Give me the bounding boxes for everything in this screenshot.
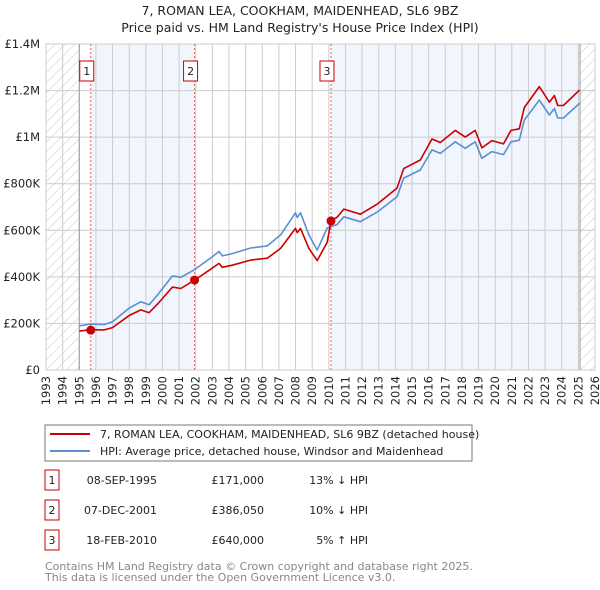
x-tick-label: 2011 <box>338 376 352 405</box>
x-tick-label: 2018 <box>455 376 469 405</box>
x-tick-label: 2017 <box>438 376 452 405</box>
legend-label-hpi: HPI: Average price, detached house, Wind… <box>100 445 443 458</box>
legend <box>44 424 473 462</box>
x-tick-label: 2005 <box>239 376 253 405</box>
legend-label-property: 7, ROMAN LEA, COOKHAM, MAIDENHEAD, SL6 9… <box>100 428 479 441</box>
sale-point <box>190 275 200 285</box>
x-tick-label: 1995 <box>72 376 86 405</box>
chart-title: 7, ROMAN LEA, COOKHAM, MAIDENHEAD, SL6 9… <box>142 3 459 18</box>
sale-row: 1 08-SEP-1995 £171,000 13% ↓ HPI <box>44 469 368 491</box>
footer-licence: This data is licensed under the Open Gov… <box>44 571 395 584</box>
x-tick-label: 2010 <box>322 376 336 405</box>
x-tick-label: 1994 <box>56 376 70 405</box>
x-tick-label: 2012 <box>355 376 369 405</box>
y-tick-label: £0 <box>25 363 40 377</box>
x-tick-label: 2022 <box>521 376 535 405</box>
y-tick-label: £1.2M <box>4 84 40 98</box>
ownership-period-1 <box>90 44 195 370</box>
x-tick-label: 2009 <box>305 376 319 405</box>
x-tick-label: 2021 <box>505 376 519 405</box>
sale-date: 08-SEP-1995 <box>87 474 157 487</box>
sale-hpi-diff: 5% ↑ HPI <box>316 534 368 547</box>
x-tick-label: 2003 <box>205 376 219 405</box>
sale-hpi-diff: 13% ↓ HPI <box>309 474 368 487</box>
sale-label-number: 2 <box>187 65 194 78</box>
x-tick-label: 1996 <box>89 376 103 405</box>
x-tick-label: 2001 <box>172 376 186 405</box>
y-tick-label: £1.4M <box>4 37 40 51</box>
sale-point <box>326 216 336 226</box>
x-tick-label: 2026 <box>588 376 600 405</box>
x-tick-label: 2013 <box>372 376 386 405</box>
x-tick-label: 2006 <box>255 376 269 405</box>
y-tick-label: £200K <box>3 316 40 330</box>
y-tick-label: £400K <box>3 270 40 284</box>
chart-subtitle: Price paid vs. HM Land Registry's House … <box>121 20 478 35</box>
x-tick-label: 1998 <box>122 376 136 405</box>
sale-number: 2 <box>49 504 56 517</box>
sale-number: 1 <box>49 474 56 487</box>
x-tick-label: 2008 <box>289 376 303 405</box>
y-tick-label: £1M <box>15 130 40 144</box>
sale-hpi-diff: 10% ↓ HPI <box>309 504 368 517</box>
x-tick-label: 2000 <box>155 376 169 405</box>
sale-number-box <box>44 529 60 551</box>
y-tick-label: £800K <box>3 177 40 191</box>
sale-price: £171,000 <box>212 474 265 487</box>
sale-number-box <box>44 499 60 521</box>
sale-label-number: 3 <box>323 65 330 78</box>
hpi-line <box>79 99 581 327</box>
sale-label-box <box>183 60 199 82</box>
x-tick-label: 2023 <box>538 376 552 405</box>
sale-date: 07-DEC-2001 <box>84 504 157 517</box>
no-data-hatch-right <box>580 44 595 370</box>
x-tick-label: 2015 <box>405 376 419 405</box>
x-tick-label: 2004 <box>222 376 236 405</box>
x-tick-label: 2019 <box>472 376 486 405</box>
x-tick-label: 1999 <box>139 376 153 405</box>
sale-label-box <box>319 60 335 82</box>
sale-price: £640,000 <box>212 534 265 547</box>
x-tick-label: 1997 <box>106 376 120 405</box>
sale-row: 2 07-DEC-2001 £386,050 10% ↓ HPI <box>44 499 368 521</box>
sale-row: 3 18-FEB-2010 £640,000 5% ↑ HPI <box>44 529 368 551</box>
x-tick-label: 2014 <box>388 376 402 405</box>
x-tick-label: 2025 <box>571 376 585 405</box>
sale-label-box <box>79 60 95 82</box>
x-tick-label: 2020 <box>488 376 502 405</box>
sale-date: 18-FEB-2010 <box>86 534 157 547</box>
plot-border <box>45 43 596 371</box>
x-tick-label: 2024 <box>555 376 569 405</box>
sale-point <box>86 325 96 335</box>
x-tick-label: 2007 <box>272 376 286 405</box>
x-tick-label: 2002 <box>189 376 203 405</box>
y-tick-label: £600K <box>3 223 40 237</box>
sale-number: 3 <box>49 534 56 547</box>
x-tick-label: 1993 <box>39 376 53 405</box>
sale-label-number: 1 <box>83 65 90 78</box>
footer-copyright: Contains HM Land Registry data © Crown c… <box>45 560 473 573</box>
sale-number-box <box>44 469 60 491</box>
sale-price: £386,050 <box>212 504 265 517</box>
x-tick-label: 2016 <box>422 376 436 405</box>
